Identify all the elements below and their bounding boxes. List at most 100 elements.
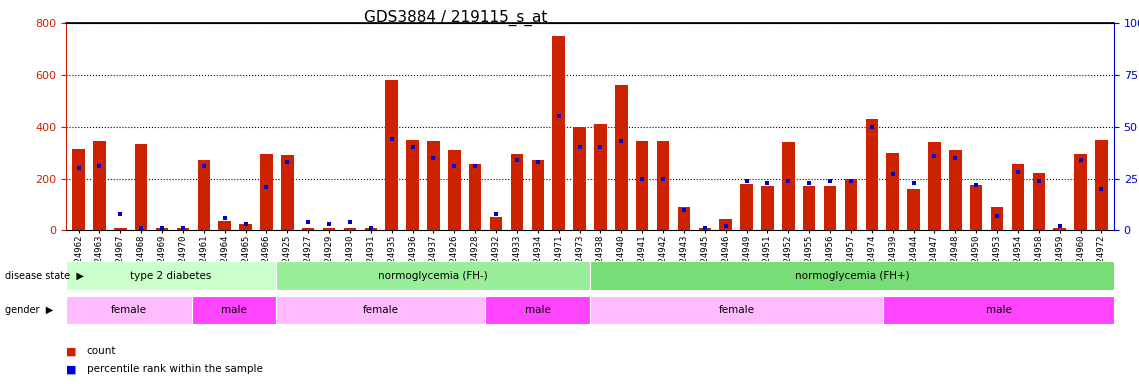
Point bbox=[278, 159, 296, 165]
Text: male: male bbox=[525, 305, 550, 315]
Bar bbox=[276, 261, 590, 290]
Point bbox=[654, 175, 672, 182]
Point bbox=[237, 221, 255, 227]
Point bbox=[842, 177, 860, 184]
Bar bbox=[485, 296, 590, 324]
Point bbox=[1092, 186, 1111, 192]
Bar bbox=[1011, 164, 1024, 230]
Bar bbox=[1074, 154, 1087, 230]
Point bbox=[508, 157, 526, 163]
Bar bbox=[803, 186, 816, 230]
Bar bbox=[191, 296, 276, 324]
Text: ■: ■ bbox=[66, 346, 76, 356]
Point bbox=[550, 113, 568, 119]
Bar bbox=[1033, 174, 1046, 230]
Point bbox=[1009, 169, 1027, 175]
Point bbox=[1072, 157, 1090, 163]
Bar bbox=[740, 184, 753, 230]
Bar bbox=[590, 261, 1114, 290]
Point bbox=[466, 163, 484, 169]
Point bbox=[779, 177, 797, 184]
Bar bbox=[761, 186, 773, 230]
Point bbox=[988, 213, 1006, 219]
Point bbox=[716, 223, 735, 229]
Bar bbox=[385, 80, 398, 230]
Bar bbox=[276, 296, 485, 324]
Text: GDS3884 / 219115_s_at: GDS3884 / 219115_s_at bbox=[364, 10, 547, 26]
Bar bbox=[114, 228, 126, 230]
Bar bbox=[1096, 140, 1108, 230]
Bar bbox=[260, 154, 272, 230]
Bar bbox=[573, 127, 585, 230]
Point bbox=[571, 144, 589, 151]
Point bbox=[884, 171, 902, 177]
Bar bbox=[302, 228, 314, 230]
Bar bbox=[281, 155, 294, 230]
Bar bbox=[93, 141, 106, 230]
Text: disease state  ▶: disease state ▶ bbox=[5, 270, 83, 281]
Point bbox=[633, 175, 652, 182]
Point bbox=[800, 180, 818, 186]
Bar bbox=[469, 164, 482, 230]
Text: count: count bbox=[87, 346, 116, 356]
Point bbox=[821, 177, 839, 184]
Bar bbox=[448, 150, 460, 230]
Point bbox=[362, 225, 380, 232]
Point bbox=[215, 215, 233, 221]
Bar bbox=[532, 161, 544, 230]
Bar bbox=[823, 186, 836, 230]
Text: percentile rank within the sample: percentile rank within the sample bbox=[87, 364, 262, 374]
Bar bbox=[782, 142, 795, 230]
Bar bbox=[845, 179, 858, 230]
Text: female: female bbox=[362, 305, 399, 315]
Bar bbox=[344, 228, 357, 230]
Point bbox=[967, 182, 985, 188]
Text: female: female bbox=[110, 305, 147, 315]
Bar bbox=[886, 152, 899, 230]
Bar bbox=[427, 141, 440, 230]
Bar bbox=[66, 296, 191, 324]
Point bbox=[1030, 177, 1048, 184]
Bar bbox=[490, 217, 502, 230]
Bar bbox=[636, 141, 648, 230]
Point bbox=[132, 225, 150, 232]
Text: male: male bbox=[221, 305, 247, 315]
Point bbox=[487, 211, 506, 217]
Bar bbox=[615, 85, 628, 230]
Bar bbox=[510, 154, 523, 230]
Bar bbox=[407, 140, 419, 230]
Point bbox=[925, 153, 943, 159]
Bar bbox=[884, 296, 1114, 324]
Bar bbox=[156, 228, 169, 230]
Bar bbox=[364, 228, 377, 230]
Text: female: female bbox=[719, 305, 755, 315]
Point bbox=[403, 144, 421, 151]
Bar bbox=[698, 228, 711, 230]
Bar bbox=[66, 261, 276, 290]
Text: type 2 diabetes: type 2 diabetes bbox=[130, 270, 212, 281]
Text: normoglycemia (FH+): normoglycemia (FH+) bbox=[795, 270, 909, 281]
Point bbox=[696, 225, 714, 232]
Point bbox=[591, 144, 609, 151]
Bar bbox=[1054, 228, 1066, 230]
Bar bbox=[219, 221, 231, 230]
Bar bbox=[908, 189, 920, 230]
Bar bbox=[970, 185, 983, 230]
Point bbox=[528, 159, 547, 165]
Point bbox=[320, 221, 338, 227]
Bar bbox=[657, 141, 670, 230]
Bar bbox=[991, 207, 1003, 230]
Bar bbox=[72, 149, 84, 230]
Point bbox=[300, 219, 318, 225]
Bar bbox=[177, 228, 189, 230]
Bar bbox=[595, 124, 607, 230]
Bar bbox=[322, 228, 335, 230]
Point bbox=[90, 163, 108, 169]
Bar bbox=[197, 161, 210, 230]
Bar bbox=[678, 207, 690, 230]
Bar bbox=[720, 219, 732, 230]
Bar bbox=[866, 119, 878, 230]
Bar bbox=[590, 296, 884, 324]
Bar bbox=[134, 144, 147, 230]
Text: normoglycemia (FH-): normoglycemia (FH-) bbox=[378, 270, 487, 281]
